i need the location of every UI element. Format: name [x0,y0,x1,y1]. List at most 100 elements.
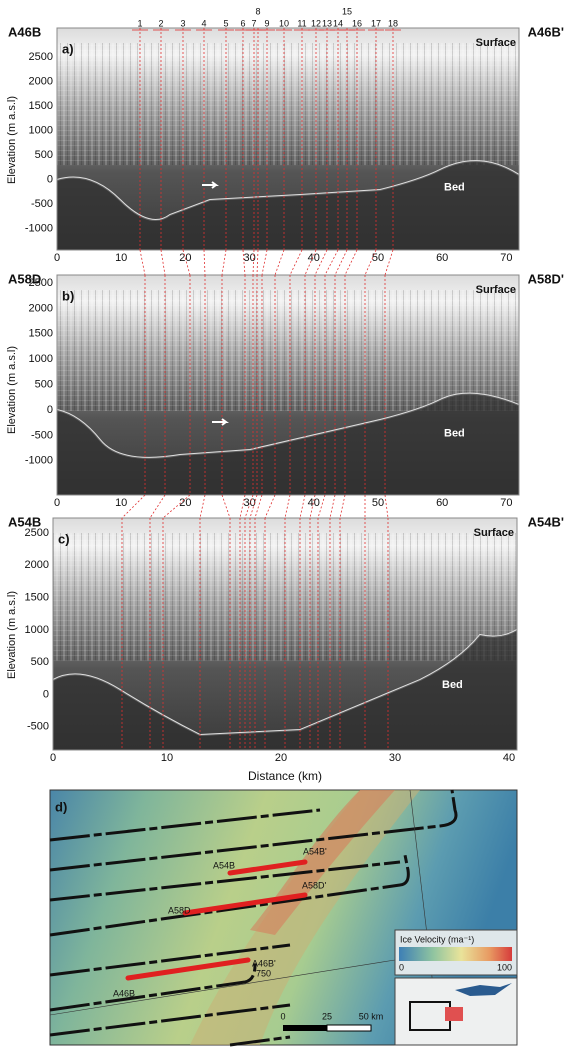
y-tick-label: 1500 [29,100,53,112]
inset-land [455,983,512,996]
profile-label: A58D [168,905,191,915]
contour-line [49,959,396,1016]
layer-number: 6 [240,18,245,28]
layer-number: 8 [255,6,260,16]
y-tick-label: -500 [27,721,49,733]
layer-connector [339,494,346,519]
y-axis-label: Elevation (m a.s.l) [6,591,18,679]
y-tick-label: -500 [31,198,53,210]
x-tick-label: 10 [115,252,127,264]
layer-connector [160,249,166,276]
x-tick-label: 60 [436,252,448,264]
layer-connector [329,494,336,519]
layer-connector [284,494,291,519]
radargram-frame [56,274,520,496]
layer-number: 1 [137,18,142,28]
profile-end: A46B' [528,24,564,39]
y-tick-label: 1000 [29,124,53,136]
scale-label: 50 km [359,1011,384,1021]
layer-connector [199,494,206,519]
layer-connector [252,249,255,276]
layer-connector [299,494,306,519]
scale-label: 25 [322,1011,332,1021]
x-tick-label: 0 [54,252,60,264]
layer-connector [182,249,191,276]
x-tick-label: 50 [372,497,384,509]
x-tick-label: 0 [50,752,56,764]
layer-number: 15 [342,6,352,16]
x-tick-label: 70 [500,252,512,264]
panel-label: d) [55,799,67,814]
layer-number: 7 [251,18,256,28]
layer-number: 4 [201,18,206,28]
profile-label: A54B' [303,846,327,856]
layer-number: 3 [180,18,185,28]
y-axis-label: Elevation (m a.s.l) [6,96,18,184]
y-tick-label: 500 [31,656,49,668]
layer-number: 16 [352,18,362,28]
profile-start: A46B [8,24,41,39]
y-axis-label: Elevation (m a.s.l) [6,346,18,434]
x-tick-label: 30 [243,252,255,264]
arrow [212,418,229,426]
profile-label: A54B [213,860,235,870]
panel-label: a) [62,41,74,56]
inset-area [445,1007,463,1021]
y-tick-label: 500 [35,149,53,161]
x-tick-label: 40 [308,252,320,264]
layer-connector [384,494,389,519]
layer-number: 9 [264,18,269,28]
map: 750 A54B A54B' A58D A58D' A46B A46B' d) … [49,789,518,1047]
radargram-frame [56,27,520,251]
radargram-layers [57,290,519,411]
layer-connector [139,249,146,276]
radargram-layers [57,43,519,166]
layer-connector [221,249,227,276]
contour-label: 750 [256,968,271,978]
y-tick-label: 1500 [29,328,53,340]
y-tick-label: 0 [43,688,49,700]
flight-lines [49,789,458,1047]
x-tick-label: 30 [243,497,255,509]
legend-min: 0 [399,962,404,972]
bed-label: Bed [442,679,463,691]
surface-label: Surface [476,37,516,49]
x-tick-label: 50 [372,252,384,264]
layer-connector [324,249,339,276]
legend-max: 100 [497,962,512,972]
y-tick-label: 0 [47,173,53,185]
x-tick-label: 0 [54,497,60,509]
arrow [202,181,219,189]
y-tick-label: 2000 [29,75,53,87]
layer-number: 11 [297,18,306,28]
panel-label: b) [62,288,74,303]
layer-connector [249,494,258,519]
layer-connector [264,494,276,519]
bed-label: Bed [444,427,465,439]
y-tick-label: 0 [47,404,53,416]
layer-number: 13 [322,18,332,28]
legend-title: Ice Velocity (ma⁻¹) [400,934,474,944]
radargram-layers [53,533,517,661]
y-tick-label: -1000 [25,222,53,234]
layer-connector [242,249,246,276]
scale-bar [326,1024,372,1032]
x-tick-label: 10 [115,497,127,509]
surface-label: Surface [474,527,514,539]
layer-number: 2 [158,18,163,28]
layer-connector [221,494,231,519]
y-tick-label: 500 [35,379,53,391]
layer-connector [254,494,263,519]
layer-connector [203,249,206,276]
profile-label: A58D' [302,880,327,890]
x-tick-label: 60 [436,497,448,509]
layer-number: 10 [279,18,289,28]
layer-connector [364,249,377,276]
panel-label: c) [58,531,70,546]
y-tick-label: -1000 [25,455,53,467]
y-tick-label: 1500 [25,592,49,604]
scale-bar [283,1025,327,1031]
profile-label: A46B [113,988,135,998]
x-tick-label: 40 [308,497,320,509]
